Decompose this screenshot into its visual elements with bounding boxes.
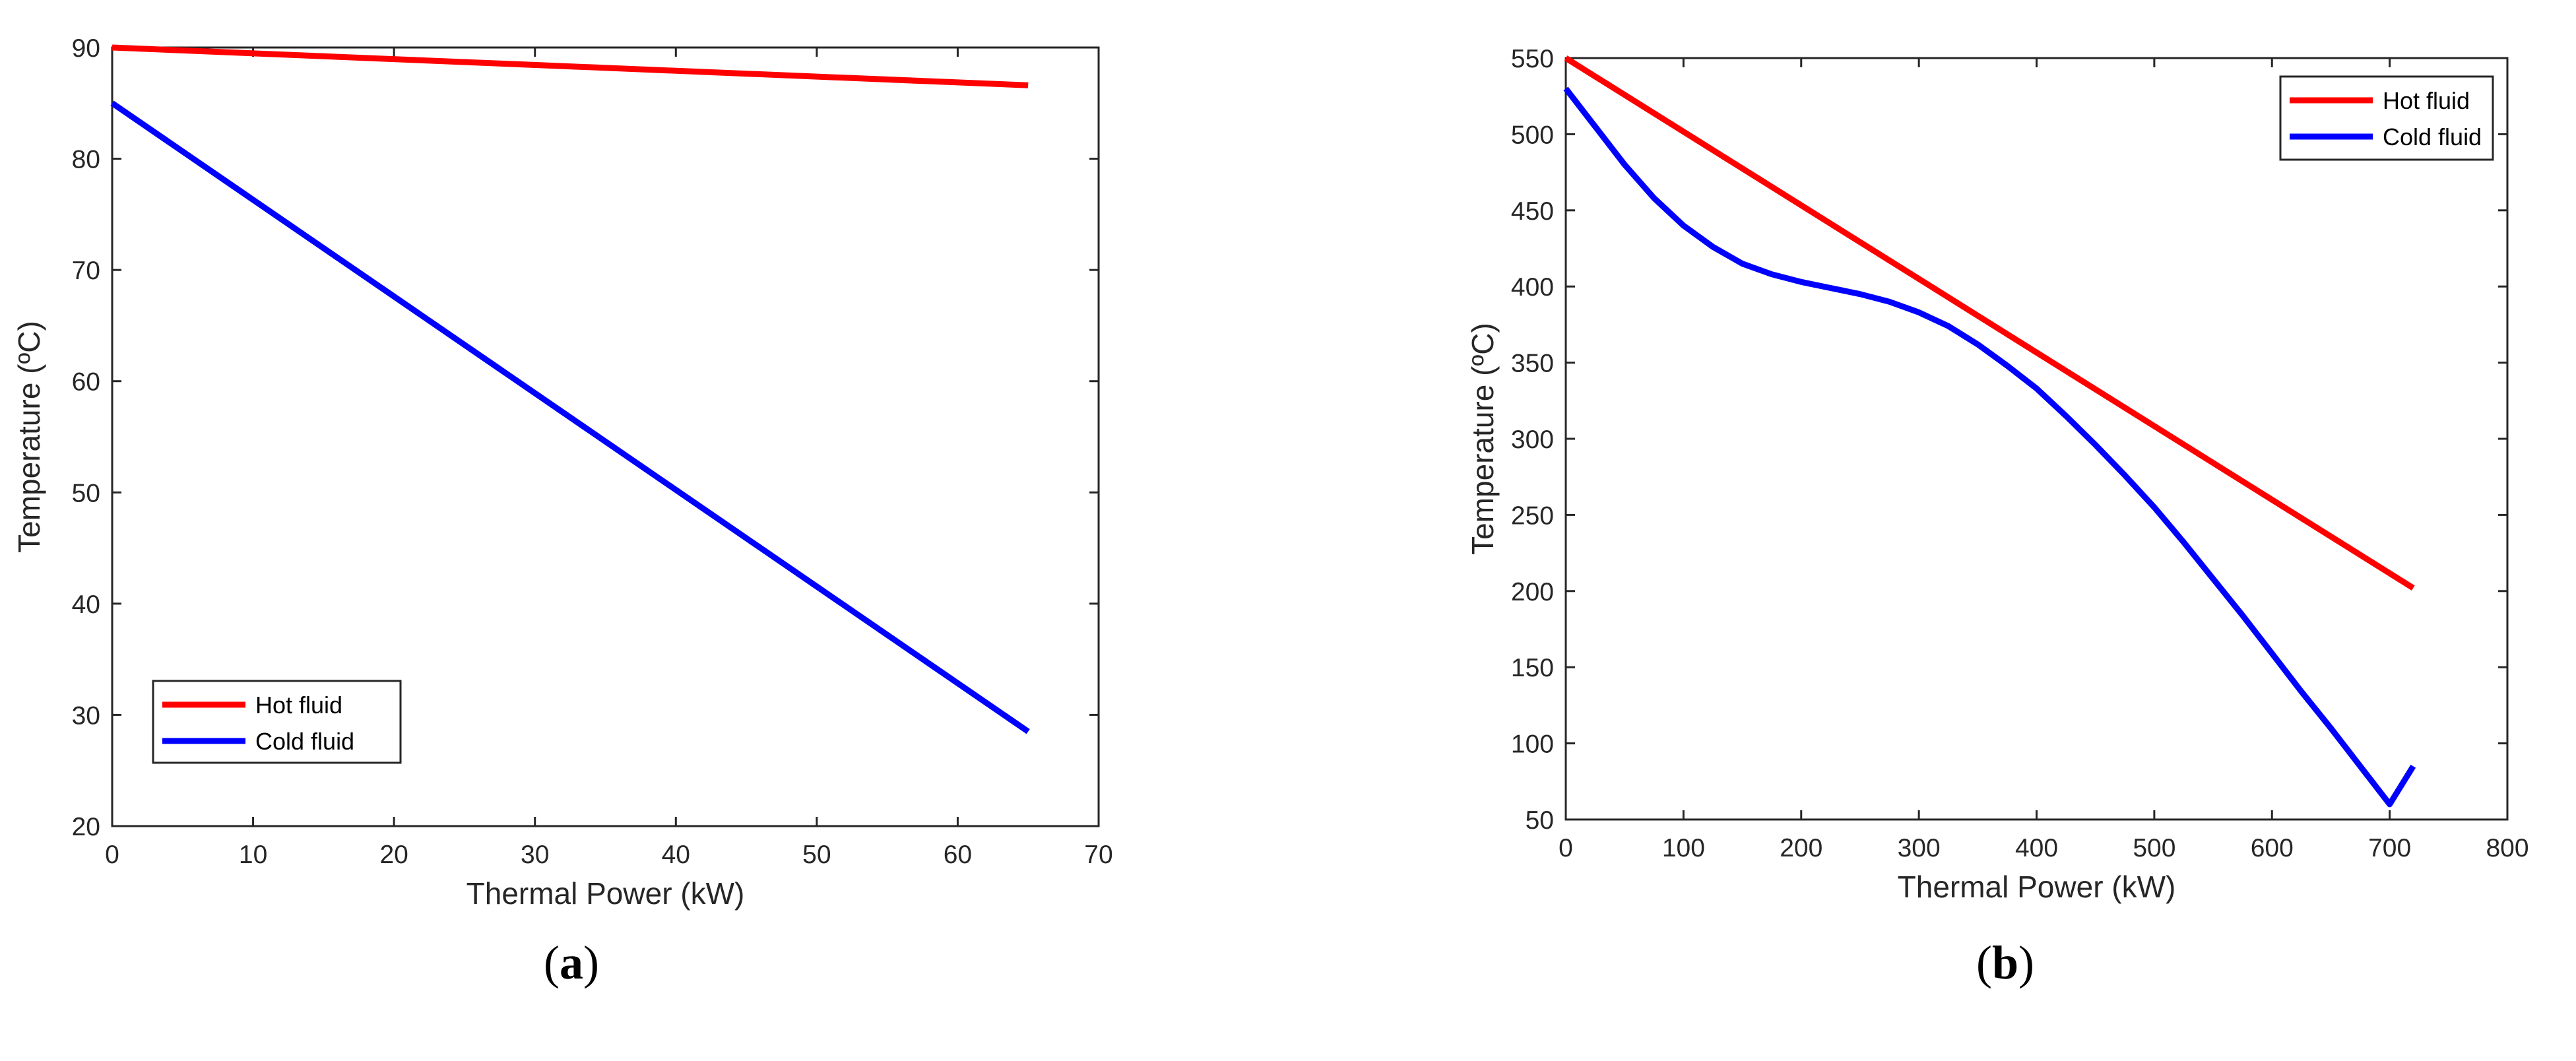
panel-label: (b)	[1976, 936, 2034, 989]
x-axis-label: Thermal Power (kW)	[467, 876, 745, 911]
x-tick-label: 0	[105, 841, 119, 869]
x-tick-label: 10	[239, 841, 267, 869]
panel-label: (a)	[544, 936, 599, 989]
series-line-hot-fluid	[112, 44, 1029, 88]
y-tick-label: 100	[1511, 730, 1554, 759]
series-line-cold-fluid	[110, 100, 1030, 734]
x-tick-label: 0	[1559, 834, 1573, 862]
legend-entry: Cold fluid	[2383, 123, 2482, 150]
legend-entry: Hot fluid	[2383, 87, 2470, 114]
x-tick-label: 50	[802, 841, 831, 869]
chart-panel-b: 0 100 200 300 400 500 600 700 800 50 100 150 200 250 3…	[1465, 45, 2529, 989]
series-line-hot-fluid	[1564, 55, 2415, 591]
panel-label-letter: b	[1992, 936, 2018, 989]
x-tick-label: 200	[1780, 834, 1822, 862]
y-tick-label: 40	[72, 591, 100, 619]
y-tick-label: 300	[1511, 426, 1554, 454]
panel-label-open: (	[544, 936, 560, 989]
chart-panel-a: 0 10 20 30 40 50 60 70 20 30 40 50 60 70 80 90 Thermal P…	[12, 34, 1113, 989]
x-axis-label: Thermal Power (kW)	[1898, 870, 2176, 904]
x-tick-label: 20	[379, 841, 408, 869]
y-tick-label: 250	[1511, 501, 1554, 530]
plot-area	[1564, 57, 2509, 821]
x-tick-label: 70	[1084, 841, 1112, 869]
panel-label-close: )	[2018, 936, 2034, 989]
y-tick-label: 550	[1511, 45, 1554, 73]
x-tick-label: 600	[2251, 834, 2294, 862]
y-axis-label: Temperature (ºC)	[12, 321, 46, 553]
x-tick-label: 400	[2015, 834, 2058, 862]
y-tick-label: 50	[1526, 806, 1554, 835]
y-tick-label: 350	[1511, 350, 1554, 378]
y-tick-label: 150	[1511, 654, 1554, 682]
y-tick-label: 90	[72, 34, 100, 63]
x-tick-label: 40	[662, 841, 690, 869]
y-tick-label: 450	[1511, 197, 1554, 226]
y-tick-label: 70	[72, 257, 100, 285]
x-tick-label: 700	[2368, 834, 2411, 862]
y-tick-label: 200	[1511, 578, 1554, 606]
x-tick-label: 300	[1898, 834, 1941, 862]
legend: Hot fluid Cold fluid	[2279, 75, 2494, 161]
x-tick-label: 30	[521, 841, 549, 869]
panel-label-letter: a	[560, 936, 583, 989]
y-tick-label: 50	[72, 479, 100, 507]
legend-box	[2279, 75, 2494, 161]
legend-entry: Cold fluid	[255, 728, 354, 755]
legend-box	[152, 680, 402, 764]
x-tick-label: 60	[944, 841, 972, 869]
legend: Hot fluid Cold fluid	[152, 680, 402, 764]
y-tick-label: 30	[72, 701, 100, 730]
legend-entry: Hot fluid	[255, 691, 342, 719]
y-tick-label: 80	[72, 146, 100, 174]
x-tick-label: 100	[1662, 834, 1705, 862]
x-tick-label: 800	[2486, 834, 2528, 862]
panel-label-open: (	[1976, 936, 1992, 989]
series-line-cold-fluid	[1563, 86, 2416, 808]
y-tick-label: 500	[1511, 121, 1554, 149]
y-tick-label: 20	[72, 813, 100, 841]
y-tick-label: 400	[1511, 273, 1554, 302]
y-axis-label: Temperature (ºC)	[1465, 323, 1500, 555]
y-tick-label: 60	[72, 368, 100, 397]
x-tick-label: 500	[2133, 834, 2175, 862]
panel-label-close: )	[583, 936, 599, 989]
